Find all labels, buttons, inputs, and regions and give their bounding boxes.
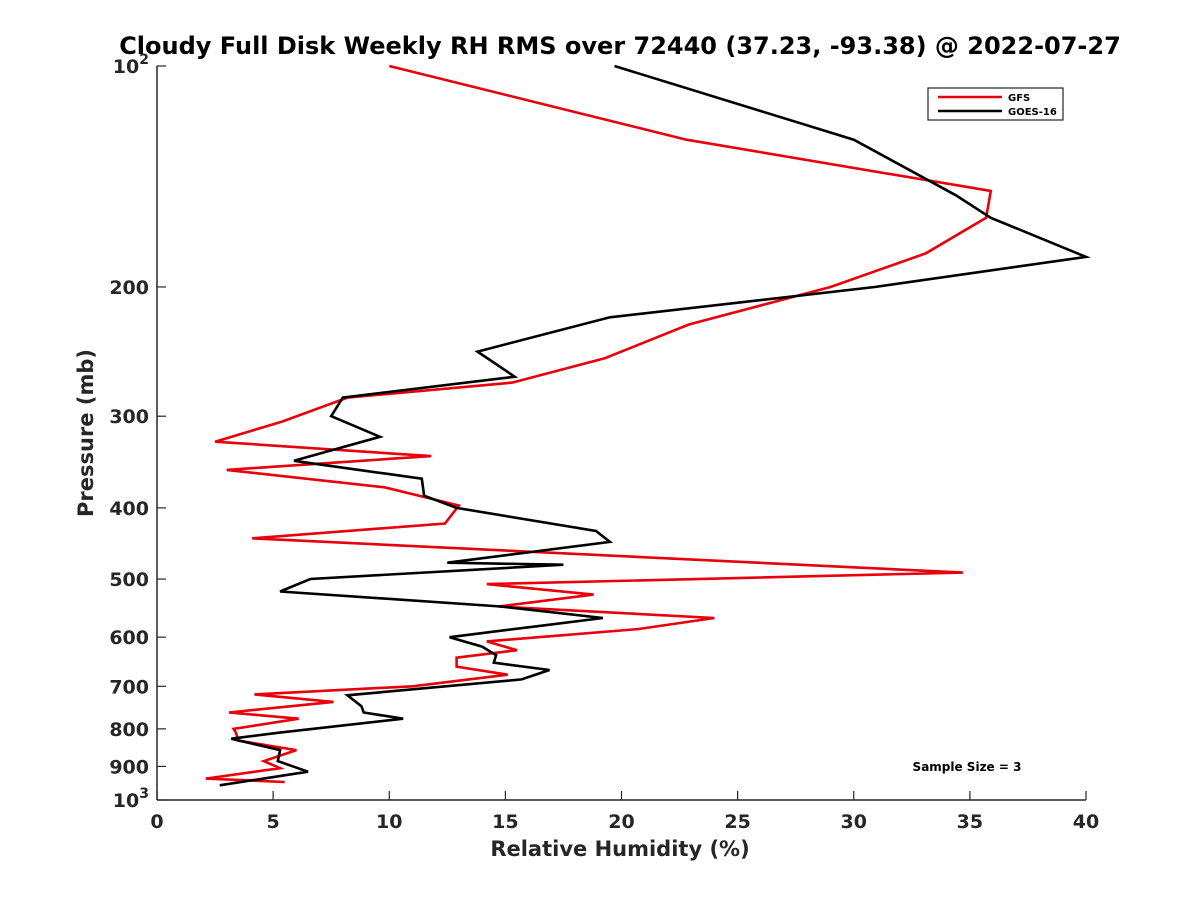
y-tick-label: 700 [109, 676, 149, 698]
y-tick-label: 300 [109, 406, 149, 428]
y-tick-label: 500 [109, 569, 149, 591]
x-tick-label: 20 [608, 811, 634, 833]
x-tick-label: 5 [267, 811, 280, 833]
y-tick-label: 600 [109, 627, 149, 649]
sample-size-annotation: Sample Size = 3 [913, 760, 1022, 774]
x-tick-label: 40 [1073, 811, 1099, 833]
y-tick-label: 800 [109, 719, 149, 741]
legend-label-goes16: GOES-16 [1008, 107, 1057, 118]
legend-label-gfs: GFS [1008, 93, 1030, 104]
y-tick-label: 900 [109, 756, 149, 778]
x-tick-label: 15 [492, 811, 518, 833]
x-tick-label: 35 [957, 811, 983, 833]
legend: GFS GOES-16 [927, 87, 1064, 121]
legend-box [927, 87, 1064, 121]
series-lines [205, 64, 1091, 787]
x-tick-label: 25 [724, 811, 750, 833]
series-line-goes-16 [219, 64, 1091, 787]
x-tick-label: 30 [841, 811, 867, 833]
y-tick-label: 200 [109, 277, 149, 299]
axes: 0 5 10 15 20 25 30 35 40102200300400500600700800… [109, 52, 1099, 833]
x-axis-label: Relative Humidity (%) [490, 837, 749, 861]
x-tick-label: 0 [150, 811, 163, 833]
chart-title: Cloudy Full Disk Weekly RH RMS over 7244… [119, 32, 1121, 60]
series-line-gfs [205, 64, 993, 784]
y-axis-label: Pressure (mb) [74, 349, 98, 517]
y-tick-label: 400 [109, 498, 149, 520]
x-tick-label: 10 [376, 811, 402, 833]
